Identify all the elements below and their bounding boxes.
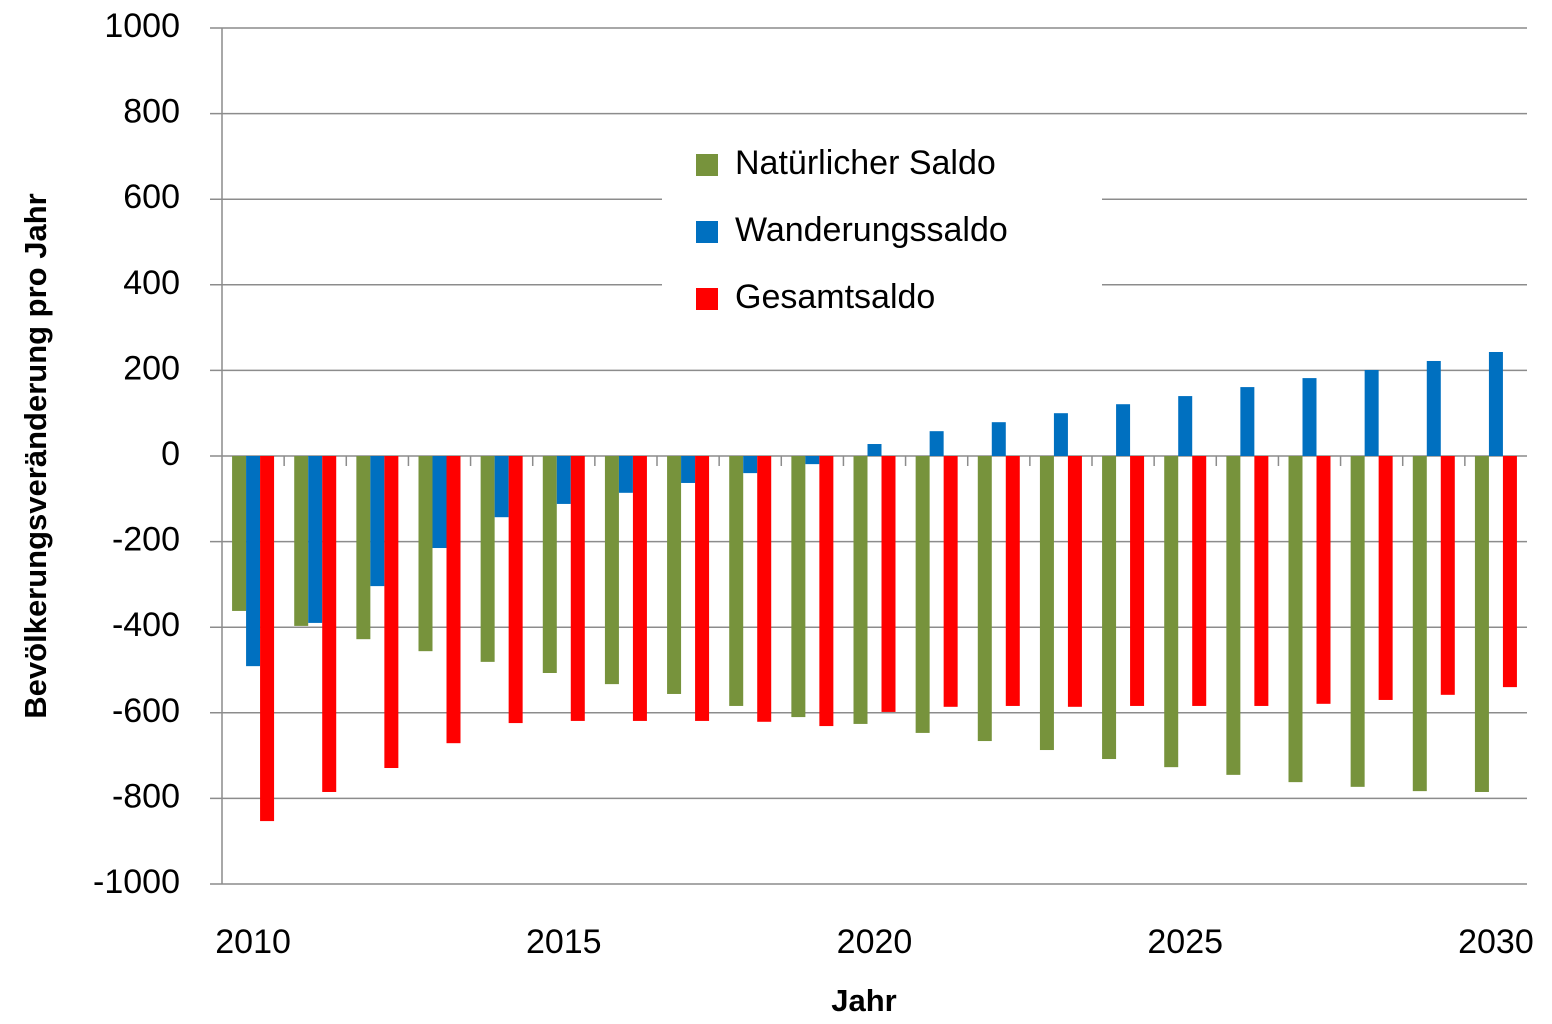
y-tick-label: 200: [123, 349, 180, 387]
bar: [1288, 456, 1303, 783]
bar: [915, 456, 930, 733]
bar: [356, 456, 371, 640]
bar: [805, 456, 820, 465]
y-tick-label: 600: [123, 178, 180, 216]
x-tick-label: 2015: [526, 923, 602, 961]
y-tick-label: -400: [112, 606, 180, 644]
y-tick-label: 800: [123, 93, 180, 131]
bar: [1192, 456, 1207, 706]
bar: [494, 456, 509, 518]
bar: [1302, 378, 1317, 456]
bar: [446, 456, 461, 744]
bar: [791, 456, 806, 718]
bar: [1226, 456, 1241, 775]
y-tick-label: -600: [112, 692, 180, 730]
bar: [1102, 456, 1117, 760]
bar: [508, 456, 523, 724]
bar: [729, 456, 744, 706]
legend-swatch: [696, 154, 718, 176]
bar: [943, 456, 958, 707]
bar: [1164, 456, 1179, 768]
legend-box: [662, 130, 1102, 330]
bar: [867, 444, 882, 456]
legend-label: Wanderungssaldo: [735, 211, 1008, 249]
bar: [1378, 456, 1393, 700]
bar: [881, 456, 896, 712]
legend-label: Gesamtsaldo: [735, 278, 935, 316]
x-tick-label: 2030: [1458, 923, 1534, 961]
bar: [819, 456, 834, 727]
bar: [418, 456, 433, 652]
bar: [667, 456, 682, 694]
bar: [322, 456, 337, 792]
bar: [384, 456, 399, 769]
y-tick-label: -1000: [93, 863, 180, 901]
bar: [246, 456, 261, 667]
x-tick-label: 2020: [837, 923, 913, 961]
y-tick-label: -800: [112, 777, 180, 815]
x-axis-title: Jahr: [831, 983, 896, 1018]
bar: [1130, 456, 1145, 706]
bar: [1412, 456, 1427, 792]
bar: [1053, 413, 1068, 456]
bar: [757, 456, 772, 722]
y-tick-label: 1000: [104, 7, 180, 45]
bar: [1067, 456, 1082, 707]
bar: [695, 456, 710, 721]
bar: [991, 422, 1006, 456]
y-tick-label: 0: [161, 435, 180, 473]
y-tick-label: 400: [123, 264, 180, 302]
bar: [1316, 456, 1331, 704]
bar: [260, 456, 275, 822]
bar: [232, 456, 247, 611]
bar: [1116, 404, 1131, 456]
bar: [294, 456, 309, 626]
bar: [1240, 387, 1255, 456]
y-tick-label: -200: [112, 521, 180, 559]
bar: [618, 456, 633, 493]
bar: [977, 456, 992, 742]
y-axis-title: Bevölkerungsveränderung pro Jahr: [18, 193, 53, 718]
bar: [1254, 456, 1269, 706]
bar: [853, 456, 868, 724]
bar: [570, 456, 585, 721]
bar: [1005, 456, 1020, 706]
bar: [743, 456, 758, 474]
bar: [432, 456, 447, 549]
bar: [632, 456, 647, 721]
bar: [1178, 396, 1193, 456]
bar: [542, 456, 557, 673]
legend-swatch: [696, 221, 718, 243]
bar: [1426, 360, 1441, 456]
bar: [929, 431, 944, 456]
bar: [604, 456, 619, 685]
bar: [1039, 456, 1054, 751]
bar: [556, 456, 571, 504]
bar: [1474, 456, 1489, 792]
bar: [308, 456, 323, 623]
legend-swatch: [696, 288, 718, 310]
bar: [370, 456, 385, 587]
x-tick-label: 2025: [1147, 923, 1223, 961]
bar: [1350, 456, 1365, 787]
bar: [1488, 351, 1503, 456]
bar: [1364, 369, 1379, 456]
bar: [1440, 456, 1455, 695]
bar: [681, 456, 696, 483]
bar: [480, 456, 495, 662]
x-tick-label: 2010: [215, 923, 291, 961]
bar: [1502, 456, 1517, 688]
legend-label: Natürlicher Saldo: [735, 144, 996, 182]
